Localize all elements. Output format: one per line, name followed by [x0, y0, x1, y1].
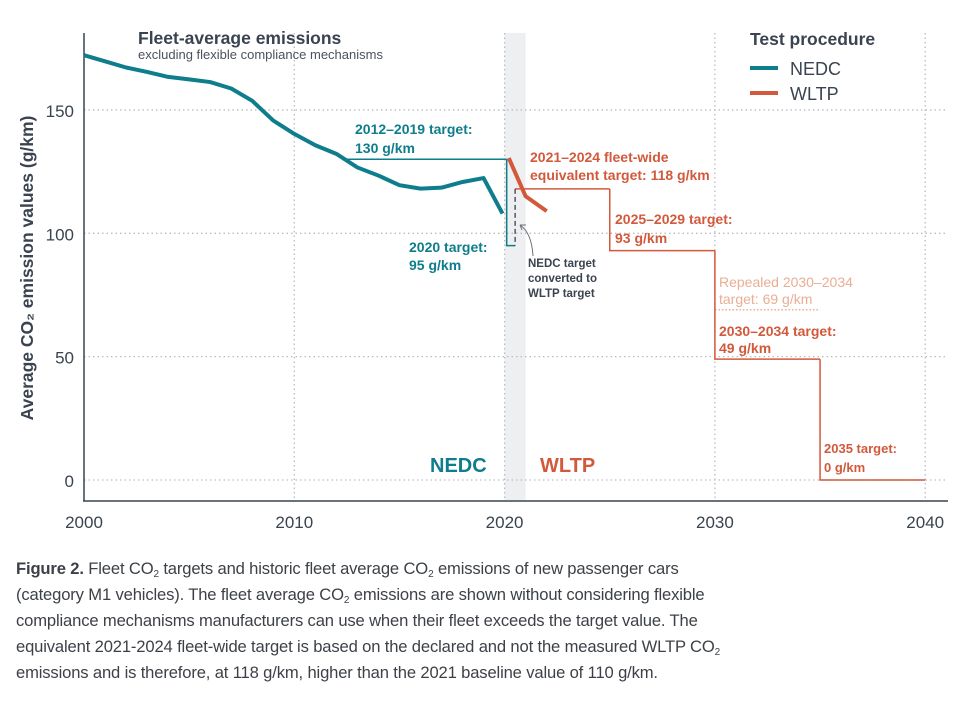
- annotation-arrow: [519, 224, 534, 257]
- caption-line: compliance mechanisms manufacturers can …: [16, 608, 976, 634]
- target-label-2012: 2012–2019 target: 130 g/km: [355, 121, 473, 156]
- chart-subtitle: excluding flexible compliance mechanisms: [138, 47, 383, 62]
- gridlines: [84, 33, 948, 500]
- target-step-5: [714, 250, 821, 360]
- transition-band-rect: [504, 33, 526, 500]
- target-label-2035: 2035 target: 0 g/km: [824, 441, 897, 475]
- x-tick-label: 2020: [486, 513, 524, 532]
- figure-caption: Figure 2. Fleet CO2 targets and historic…: [16, 556, 976, 686]
- target-label-repealed: Repealed 2030–2034 target: 69 g/km: [719, 274, 853, 307]
- caption-text: targets and historic fleet average CO: [158, 559, 429, 578]
- series-lines: [83, 53, 548, 215]
- subscript: 2: [714, 647, 721, 658]
- caption-line: Figure 2. Fleet CO2 targets and historic…: [16, 556, 976, 582]
- target-step-3: [609, 188, 715, 252]
- axes: 0 50 100 150 2000 2010 2020 2030 2040: [46, 33, 948, 532]
- transition-band: [504, 33, 526, 500]
- target-step-6: [819, 359, 926, 481]
- chart-title: Fleet-average emissions: [138, 28, 342, 48]
- x-tick-label: 2010: [275, 513, 313, 532]
- target-label-2030: 2030–2034 target: 49 g/km: [719, 323, 837, 356]
- x-tick-label: 2000: [65, 513, 103, 532]
- y-tick-label: 50: [55, 349, 74, 368]
- caption-text: compliance mechanisms manufacturers can …: [16, 611, 698, 630]
- legend-label-wltp: WLTP: [790, 84, 839, 104]
- region-label-nedc: NEDC: [430, 455, 487, 477]
- y-tick-label: 150: [46, 102, 74, 121]
- caption-text: Fleet CO: [83, 559, 154, 578]
- region-label-wltp: WLTP: [540, 455, 595, 477]
- caption-text: emissions are shown without considering …: [349, 585, 705, 604]
- caption-text: (category M1 vehicles). The fleet averag…: [16, 585, 344, 604]
- target-steps: [346, 158, 926, 481]
- x-tick-label: 2040: [906, 513, 944, 532]
- caption-text: emissions of new passenger cars: [433, 559, 679, 578]
- caption-line: equivalent 2021-2024 fleet-wide target i…: [16, 634, 976, 660]
- target-label-2020: 2020 target: 95 g/km: [409, 239, 488, 273]
- caption-line: (category M1 vehicles). The fleet averag…: [16, 582, 976, 608]
- y-tick-label: 0: [65, 472, 74, 491]
- x-tick-label: 2030: [696, 513, 734, 532]
- target-label-2025: 2025–2029 target: 93 g/km: [615, 211, 733, 246]
- caption-text: emissions and is therefore, at 118 g/km,…: [16, 663, 658, 682]
- arrowhead-icon: [519, 224, 526, 231]
- subscript: 2: [428, 569, 434, 580]
- target-label-2021: 2021–2024 fleet-wide equivalent target: 1…: [530, 149, 710, 183]
- figure-label: Figure 2.: [16, 559, 84, 578]
- y-axis-label: Average CO₂ emission values (g/km): [17, 116, 37, 421]
- caption-text: equivalent 2021-2024 fleet-wide target i…: [16, 637, 715, 656]
- legend: Test procedure NEDC WLTP: [750, 29, 875, 104]
- legend-title: Test procedure: [750, 29, 875, 49]
- subscript: 2: [343, 595, 350, 606]
- target-step-1: [505, 159, 516, 247]
- emissions-chart: 0 50 100 150 2000 2010 2020 2030 2040 Fleet-aver…: [17, 28, 948, 532]
- conversion-annotation: NEDC target converted to WLTP target: [519, 224, 597, 300]
- y-tick-label: 100: [46, 225, 74, 244]
- caption-line: emissions and is therefore, at 118 g/km,…: [16, 660, 976, 686]
- legend-label-nedc: NEDC: [790, 59, 841, 79]
- subscript: 2: [153, 569, 159, 580]
